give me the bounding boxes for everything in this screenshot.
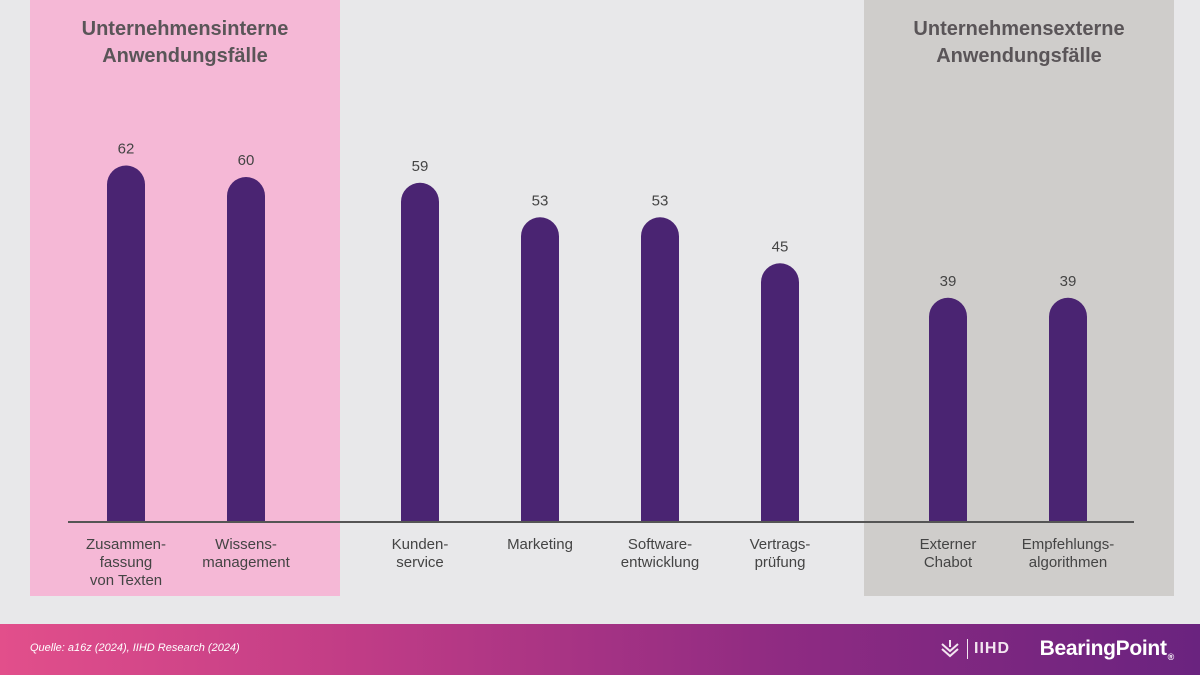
category-label: Software-entwicklung [621, 536, 699, 571]
bar [641, 217, 679, 522]
bar-value-label: 60 [238, 152, 255, 169]
bar-chart: 62 Zusammen-fassung von Texten 60 Wissens-ma… [68, 141, 1134, 589]
bar-value-label: 53 [532, 192, 549, 209]
bearingpoint-wordmark: BearingPoint [1039, 637, 1167, 660]
bar-value-label: 53 [652, 192, 669, 209]
bar [107, 165, 145, 522]
iihd-separator [967, 639, 968, 659]
bearingpoint-logo: BearingPoint® [1039, 637, 1175, 663]
iihd-mark-icon [941, 640, 959, 658]
bar-value-label: 45 [772, 238, 789, 255]
bar [761, 263, 799, 522]
iihd-wordmark: IIHD [974, 640, 1010, 657]
external-use-cases-zone: Unternehmensexterne Anwendungsfälle [864, 0, 1174, 596]
external-zone-title: Unternehmensexterne Anwendungsfälle [913, 18, 1125, 67]
bar [401, 182, 439, 523]
bar-value-label: 62 [118, 141, 135, 158]
category-label: Zusammen-fassung von Texten [86, 536, 166, 589]
category-label: Kunden-service [392, 536, 449, 571]
bar-value-label: 59 [412, 158, 429, 175]
category-label: Vertrags-prüfung [750, 536, 811, 571]
source-note: Quelle: a16z (2024), IIHD Research (2024… [30, 642, 240, 654]
iihd-logo: IIHD [939, 637, 1010, 661]
internal-use-cases-zone: Unternehmensinterne Anwendungsfälle [30, 0, 340, 596]
bar [929, 297, 967, 522]
internal-zone-title: Unternehmensinterne Anwendungsfälle [81, 18, 289, 67]
bar [521, 217, 559, 522]
category-label: Wissens-management [202, 536, 290, 571]
bar-value-label: 39 [1060, 273, 1077, 290]
category-label: Externer Chabot [920, 536, 977, 571]
category-label: Marketing [507, 536, 573, 553]
bar [227, 177, 265, 522]
bar [1049, 297, 1087, 522]
footer-bar: Quelle: a16z (2024), IIHD Research (2024… [0, 624, 1200, 675]
registered-mark: ® [1167, 652, 1175, 663]
bar-value-label: 39 [940, 273, 957, 290]
category-label: Empfehlungs-algorithmen [1022, 536, 1115, 571]
